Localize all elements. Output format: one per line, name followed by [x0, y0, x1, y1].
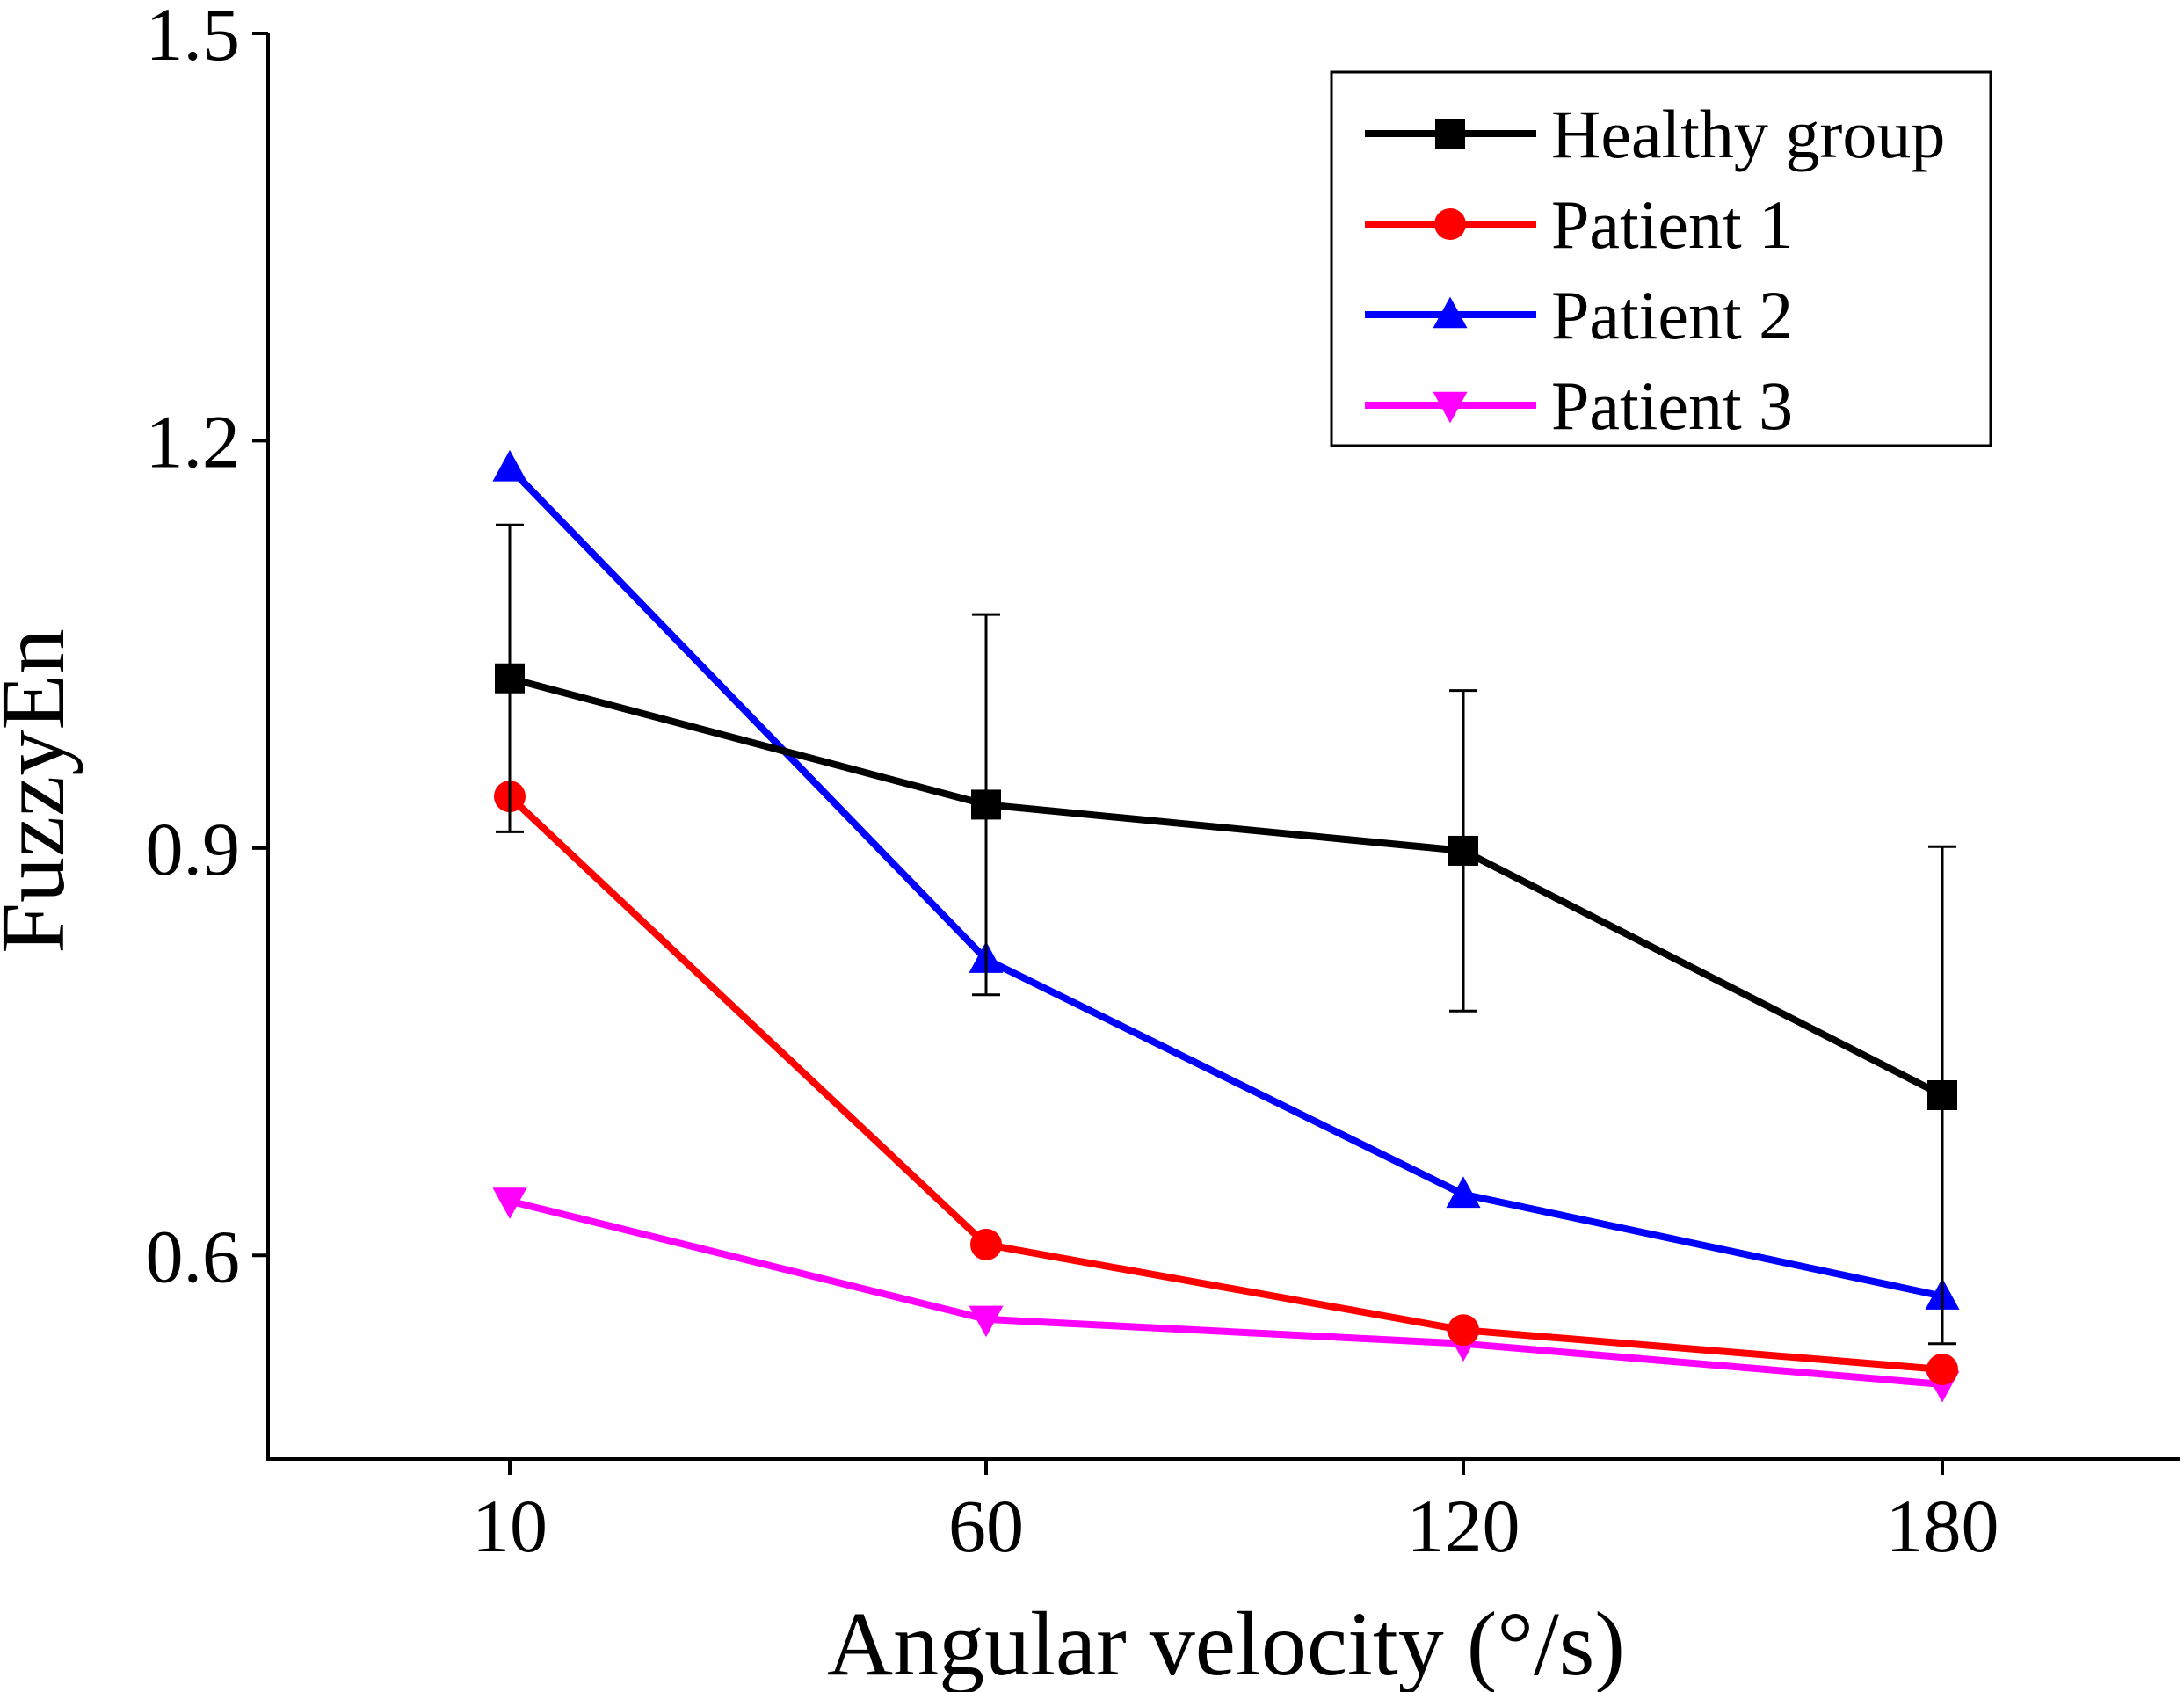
data-point-patient-1 [1448, 1314, 1479, 1347]
x-ticks: 10 60 120 180 [472, 1459, 1999, 1568]
legend-label: Patient 2 [1551, 277, 1793, 353]
series-line-patient-3 [509, 1197, 1943, 1389]
series-layer [492, 449, 1960, 1403]
legend-label: Patient 1 [1551, 186, 1793, 263]
legend-entry-patient-3: Patient 3 [1365, 367, 1793, 444]
series-healthy-group [495, 523, 1957, 1346]
y-tick-label: 0.6 [146, 1214, 241, 1298]
axes [266, 33, 2180, 1461]
legend-entry-patient-2: Patient 2 [1365, 277, 1793, 353]
y-tick-label: 1.5 [146, 0, 241, 76]
y-axis-title: FuzzyEn [0, 628, 83, 954]
legend-marker [1433, 391, 1468, 424]
legend-label: Healthy group [1551, 96, 1945, 172]
series-line-patient-1 [507, 794, 1943, 1374]
x-tick-label: 120 [1407, 1484, 1520, 1568]
series-patient-3 [492, 1187, 1960, 1403]
data-point-patient-1 [1926, 1354, 1958, 1386]
series-patient-1 [494, 781, 1958, 1386]
series-line-healthy-group [508, 674, 1944, 1099]
data-point-healthy-group [971, 789, 1001, 820]
y-ticks: 0.6 0.9 1.2 1.5 [146, 0, 268, 1298]
legend-label: Patient 3 [1551, 367, 1793, 444]
data-point-patient-2 [492, 449, 527, 482]
series-line-patient-2 [507, 465, 1943, 1300]
legend-marker [1433, 296, 1468, 329]
legend: Healthy group Patient 1 Patient 2 Patient 3 [1330, 70, 1992, 447]
y-tick-label: 1.2 [146, 399, 241, 483]
data-point-healthy-group [1927, 1080, 1957, 1111]
x-tick-label: 60 [948, 1484, 1024, 1568]
legend-entry-healthy-group: Healthy group [1365, 96, 1945, 172]
data-point-healthy-group [1448, 835, 1478, 866]
x-axis-title: Angular velocity (°/s) [827, 1594, 1625, 1692]
data-point-patient-2 [1446, 1176, 1481, 1209]
legend-entry-patient-1: Patient 1 [1365, 186, 1793, 263]
series-patient-2 [492, 449, 1960, 1310]
x-tick-label: 180 [1886, 1484, 1999, 1568]
legend-marker [1435, 119, 1465, 149]
legend-marker [1434, 208, 1466, 240]
x-tick-label: 10 [472, 1484, 548, 1568]
data-point-patient-3 [492, 1187, 527, 1219]
y-tick-label: 0.9 [146, 807, 241, 891]
data-point-patient-3 [969, 1305, 1004, 1338]
data-point-patient-1 [970, 1228, 1002, 1260]
data-point-healthy-group [495, 663, 525, 694]
